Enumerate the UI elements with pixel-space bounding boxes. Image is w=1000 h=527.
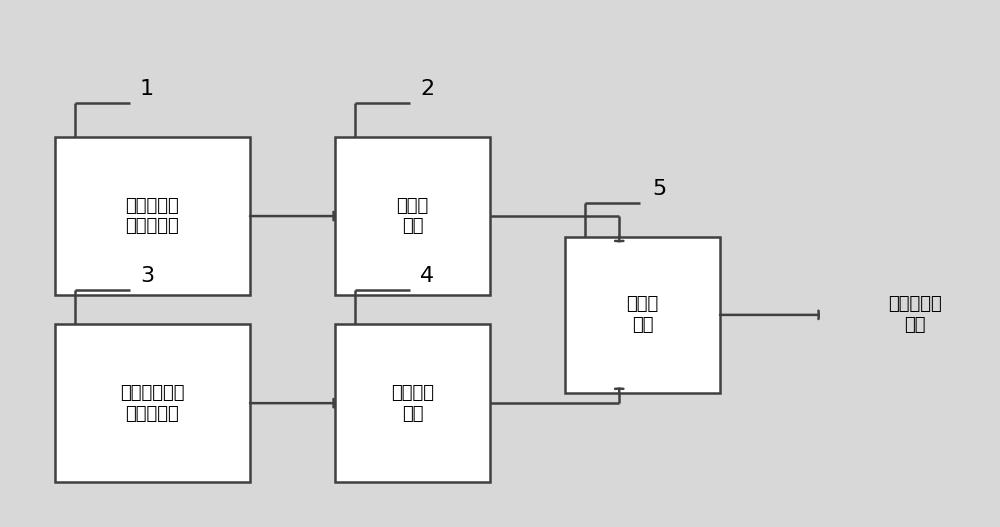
Text: 可调基准电
压输入模块: 可调基准电 压输入模块 [126,197,179,236]
Text: 脉冲电流源
输出: 脉冲电流源 输出 [888,296,942,334]
Text: 1: 1 [140,79,154,99]
Text: 电流源
模块: 电流源 模块 [396,197,429,236]
Text: 可调脉冲产生
和整形模块: 可调脉冲产生 和整形模块 [120,384,185,423]
Bar [55,137,250,295]
Bar [335,137,490,295]
Bar [55,324,250,482]
Text: 高速选择
模块: 高速选择 模块 [391,384,434,423]
Text: 3: 3 [140,266,154,286]
Bar [565,237,720,393]
Text: 4: 4 [420,266,434,286]
Text: 电流镜
模块: 电流镜 模块 [626,296,659,334]
Text: 5: 5 [652,179,666,199]
Text: 2: 2 [420,79,434,99]
Bar [335,324,490,482]
